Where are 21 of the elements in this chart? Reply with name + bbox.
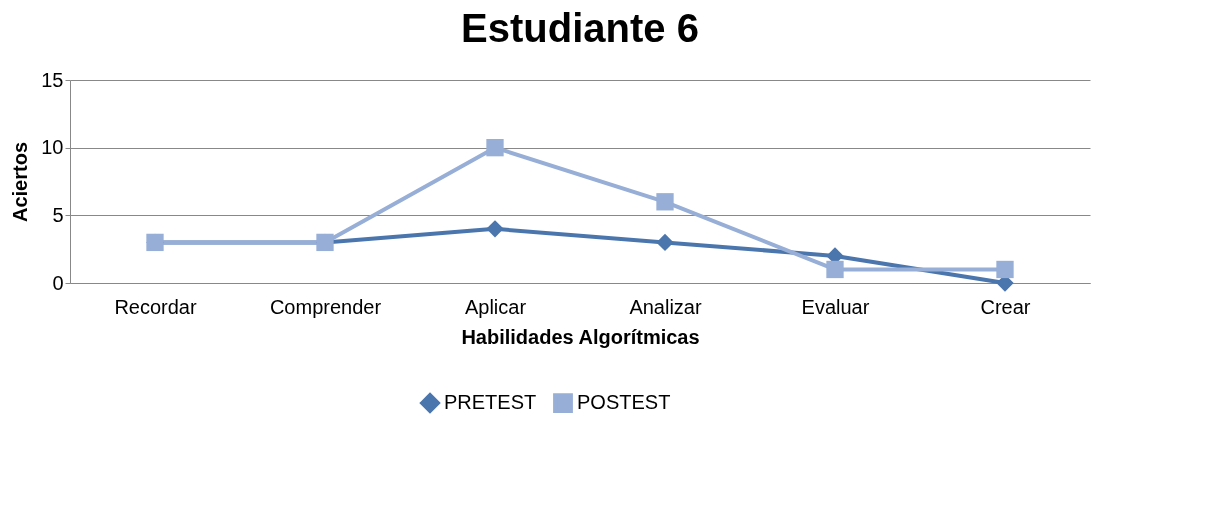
legend-label: PRETEST [444, 391, 537, 414]
y-tick-label: 5 [52, 203, 64, 226]
point [656, 233, 674, 252]
x-axis-title: Habilidades Algorítmicas [461, 325, 700, 348]
y-tick-label: 10 [41, 136, 64, 159]
x-tick-label: Crear [980, 295, 1031, 318]
legend-label: POSTEST [577, 391, 671, 414]
x-tick-label: Aplicar [464, 295, 527, 318]
point [486, 139, 504, 157]
point [996, 260, 1014, 279]
x-tick-label: Recordar [114, 295, 197, 318]
point [656, 193, 674, 211]
point [486, 220, 504, 238]
y-tick-label: 15 [41, 68, 64, 91]
y-tick-label: 0 [52, 271, 64, 294]
x-tick-label: Analizar [629, 295, 702, 318]
y-axis-title: Aciertos [9, 141, 32, 223]
chart-title: Estudiante 6 [461, 6, 699, 50]
point [826, 260, 844, 279]
x-tick-label: Evaluar [801, 295, 870, 318]
x-tick-label: Comprender [269, 295, 382, 318]
